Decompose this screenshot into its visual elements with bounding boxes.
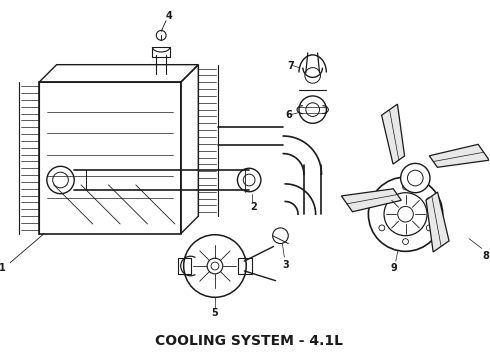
Polygon shape	[429, 144, 489, 167]
Text: 4: 4	[166, 11, 172, 21]
Bar	[39, 82, 181, 234]
Bar	[152, 47, 170, 57]
Text: 3: 3	[282, 260, 289, 270]
Circle shape	[401, 163, 430, 193]
Text: 2: 2	[251, 202, 257, 212]
Text: 6: 6	[286, 109, 293, 120]
Text: COOLING SYSTEM - 4.1L: COOLING SYSTEM - 4.1L	[155, 334, 343, 348]
Text: 8: 8	[482, 251, 489, 261]
Text: 9: 9	[391, 263, 397, 273]
Polygon shape	[382, 104, 405, 164]
Bar	[239, 258, 252, 274]
Polygon shape	[342, 189, 401, 212]
Text: 1: 1	[0, 263, 5, 273]
Polygon shape	[426, 192, 449, 252]
Bar	[178, 258, 192, 274]
Text: 5: 5	[212, 308, 219, 318]
Text: 7: 7	[288, 60, 294, 71]
